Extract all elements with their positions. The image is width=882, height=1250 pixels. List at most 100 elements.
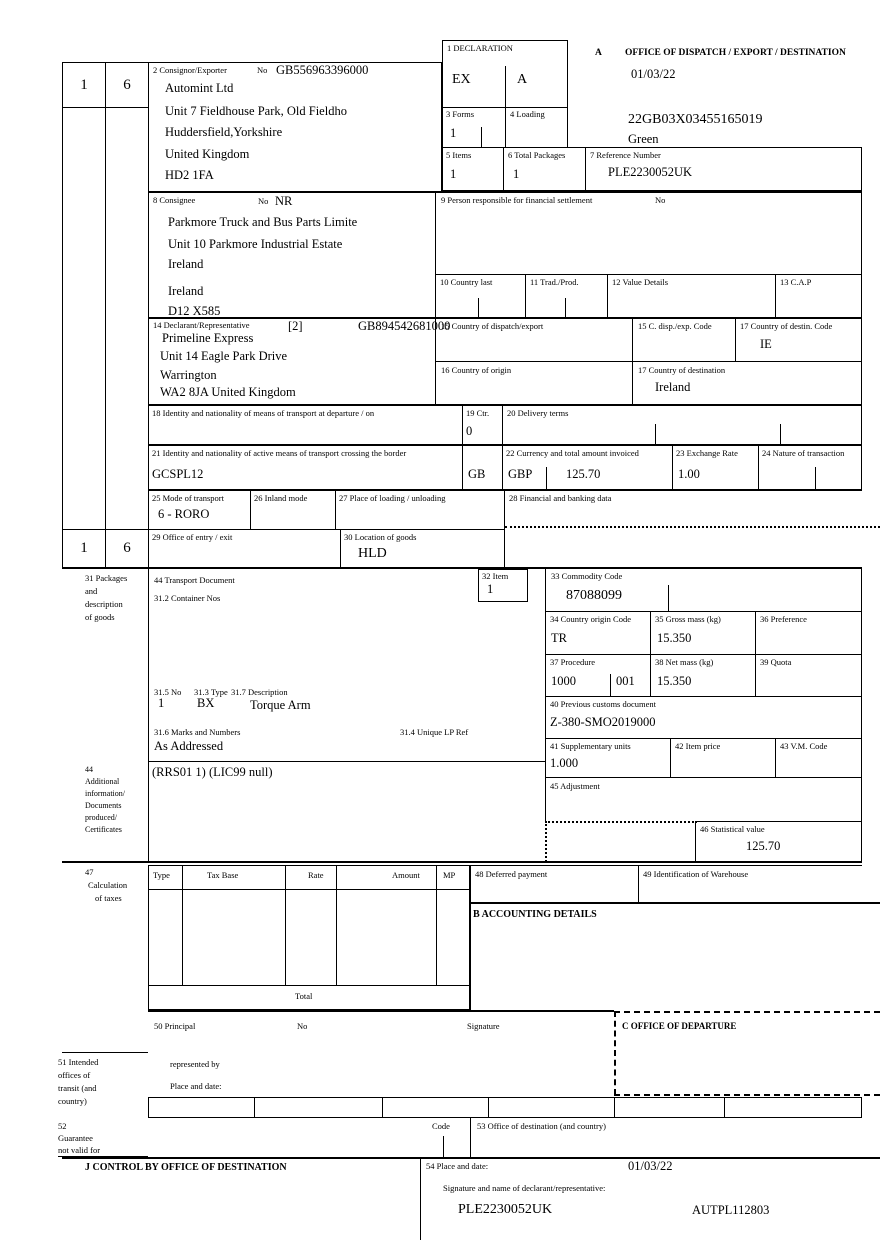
box13-label: 13 C.A.P (780, 277, 812, 287)
divider (148, 1010, 614, 1012)
divider (780, 424, 781, 445)
box11-label: 11 Trad./Prod. (530, 277, 579, 287)
box44-margin-line1: 44 (85, 765, 93, 774)
divider (724, 1097, 725, 1118)
divider (58, 1156, 148, 1157)
box8-line2: Unit 10 Parkmore Industrial Estate (168, 237, 343, 251)
divider (585, 147, 586, 191)
divider (340, 529, 341, 568)
divider (755, 611, 756, 655)
divider (336, 865, 337, 985)
box2-no-label: No (257, 65, 268, 75)
box52-margin-line3: not valid for (58, 1145, 101, 1155)
box48-label: 48 Deferred payment (475, 869, 548, 879)
box1-label: 1 DECLARATION (447, 43, 513, 53)
divider (481, 127, 482, 148)
box49-label: 49 Identification of Warehouse (643, 869, 749, 879)
box22-currency: GBP (508, 467, 533, 481)
box21-nationality: GB (468, 467, 486, 481)
divider (758, 445, 759, 490)
copy-number-6-bottom: 6 (105, 529, 149, 568)
box6-label: 6 Total Packages (508, 150, 566, 160)
box37-value2: 001 (616, 674, 635, 688)
box51-margin-line4: country) (58, 1096, 87, 1106)
box6-value: 1 (513, 167, 520, 181)
section-a-date: 01/03/22 (631, 67, 676, 81)
box31-container-label: 31.2 Container Nos (154, 593, 221, 603)
box45-label: 45 Adjustment (550, 781, 600, 791)
box51-margin-line3: transit (and (58, 1083, 97, 1093)
box31-marks-label: 31.6 Marks and Numbers (154, 727, 241, 737)
box9-label: 9 Person responsible for financial settl… (441, 195, 593, 205)
divider (462, 405, 463, 445)
box35-label: 35 Gross mass (kg) (655, 614, 721, 624)
box31-margin-line3: description (85, 599, 123, 609)
box28-label: 28 Financial and banking data (509, 493, 612, 503)
box19-value: 0 (466, 424, 473, 438)
divider (755, 654, 756, 697)
divider (655, 424, 656, 445)
divider (638, 865, 639, 903)
box17c-label: 17 Country of destin. Code (740, 321, 833, 331)
divider (62, 1052, 148, 1053)
margin-column-left (62, 107, 106, 530)
box8-no-label: No (258, 196, 269, 206)
box3-value: 1 (450, 126, 457, 140)
box1-type: EX (452, 72, 471, 87)
box44-margin-line4: Documents (85, 801, 122, 810)
box43-label: 43 V.M. Code (780, 741, 828, 751)
box52-margin-line2: Guarantee (58, 1133, 93, 1143)
box18-label: 18 Identity and nationality of means of … (152, 408, 375, 418)
box2-label: 2 Consignor/Exporter (153, 65, 227, 75)
box41-value: 1.000 (550, 756, 579, 770)
divider (775, 274, 776, 318)
box50-place-label: Place and date: (170, 1081, 222, 1091)
box47-margin-line1: 47 (85, 867, 94, 877)
box40-label: 40 Previous customs document (550, 699, 657, 709)
box5-6-7-row (442, 147, 862, 191)
divider (335, 490, 336, 530)
box20-label: 20 Delivery terms (507, 408, 569, 418)
section-a-title: OFFICE OF DISPATCH / EXPORT / DESTINATIO… (625, 48, 846, 58)
box25-label: 25 Mode of transport (152, 493, 225, 503)
box18-20-row (148, 405, 862, 445)
tax-col-amount: Amount (392, 870, 420, 880)
box30-label: 30 Location of goods (344, 532, 417, 542)
box54-label: 54 Place and date: (426, 1161, 489, 1171)
box25-value: 6 - RORO (158, 507, 210, 521)
divider (503, 147, 504, 191)
box34-label: 34 Country origin Code (550, 614, 631, 624)
copy-number-1-bottom: 1 (62, 529, 106, 568)
divider (462, 445, 463, 490)
divider (775, 738, 776, 778)
divider (614, 1094, 880, 1096)
box23-label: 23 Exchange Rate (676, 448, 738, 458)
divider (670, 738, 671, 778)
box36-label: 36 Preference (760, 614, 807, 624)
box33-value: 87088099 (566, 588, 622, 603)
box15c-label: 15 C. disp./exp. Code (638, 321, 712, 331)
box50-represented-label: represented by (170, 1059, 220, 1069)
box34-value: TR (551, 631, 567, 645)
box8-line1: Parkmore Truck and Bus Parts Limite (168, 215, 358, 229)
section-j-title: J CONTROL BY OFFICE OF DESTINATION (85, 1162, 287, 1173)
box16-label: 16 Country of origin (441, 365, 512, 375)
box2-line3: Huddersfield,Yorkshire (165, 125, 283, 139)
transit-cells-row (148, 1097, 862, 1118)
box17-label: 17 Country of destination (638, 365, 726, 375)
divider (502, 405, 503, 445)
box41-label: 41 Supplementary units (550, 741, 631, 751)
box38-label: 38 Net mass (kg) (655, 657, 714, 667)
box14-code: [2] (288, 319, 303, 333)
box44-margin-line5: produced/ (85, 813, 117, 822)
box42-label: 42 Item price (675, 741, 721, 751)
divider (668, 585, 669, 612)
box31-margin-line4: of goods (85, 612, 115, 622)
divider (546, 467, 547, 490)
box24-label: 24 Nature of transaction (762, 448, 845, 458)
section-b-title: B ACCOUNTING DETAILS (473, 909, 597, 920)
divider (545, 821, 697, 823)
box10-label: 10 Country last (440, 277, 493, 287)
box35-value: 15.350 (657, 631, 692, 645)
margin-column-right (105, 107, 149, 530)
